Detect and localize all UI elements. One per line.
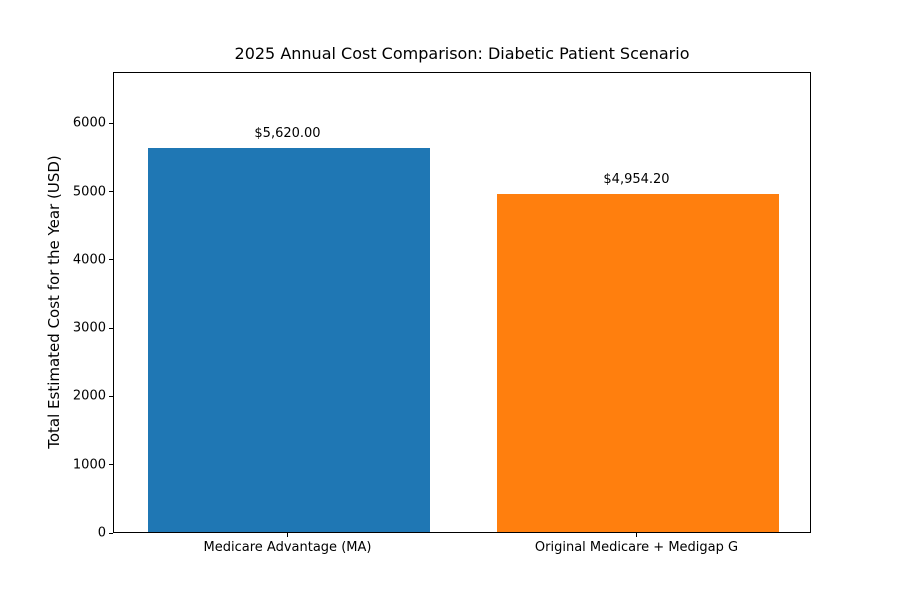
y-tick-mark (109, 122, 113, 124)
y-axis-label: Total Estimated Cost for the Year (USD) (45, 155, 63, 449)
x-tick-mark (636, 533, 637, 537)
y-tick-label: 0 (97, 525, 106, 541)
x-tick-label: Medicare Advantage (MA) (203, 540, 372, 555)
y-tick-mark (109, 395, 113, 397)
plot-area (113, 72, 811, 533)
y-tick-label: 6000 (72, 115, 106, 131)
chart-title: 2025 Annual Cost Comparison: Diabetic Pa… (234, 44, 690, 63)
y-tick-mark (109, 259, 113, 261)
x-tick-mark (287, 533, 288, 537)
y-tick-mark (109, 532, 113, 534)
y-tick-mark (109, 464, 113, 466)
y-tick-label: 4000 (72, 252, 106, 268)
y-tick-label: 2000 (72, 388, 106, 404)
y-tick-label: 5000 (72, 184, 106, 200)
y-tick-label: 3000 (72, 320, 106, 336)
bar (147, 148, 430, 532)
y-tick-label: 1000 (72, 457, 106, 473)
x-tick-label: Original Medicare + Medigap G (534, 540, 739, 555)
y-tick-mark (109, 327, 113, 329)
y-tick-mark (109, 191, 113, 193)
bar (496, 193, 779, 532)
bar-value-label: $5,620.00 (254, 126, 321, 142)
bar-value-label: $4,954.20 (603, 171, 670, 187)
